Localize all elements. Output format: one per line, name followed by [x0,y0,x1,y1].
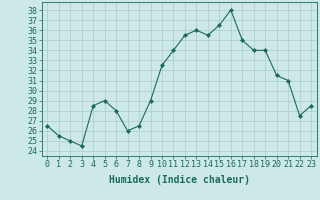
X-axis label: Humidex (Indice chaleur): Humidex (Indice chaleur) [109,175,250,185]
